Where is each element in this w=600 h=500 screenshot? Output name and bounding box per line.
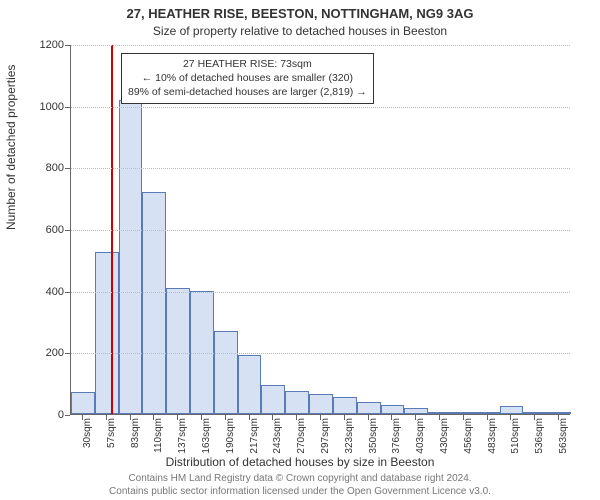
annotation-line: 89% of semi-detached houses are larger (… [128, 85, 367, 99]
x-tick-label: 83sqm [130, 418, 141, 458]
y-tick-mark [65, 45, 70, 46]
x-tick-label: 323sqm [344, 418, 355, 458]
x-tick-label: 350sqm [368, 418, 379, 458]
histogram-bar [333, 397, 357, 414]
histogram-bar [142, 192, 166, 414]
x-tick-label: 270sqm [296, 418, 307, 458]
histogram-bar [428, 412, 452, 414]
y-tick-mark [65, 353, 70, 354]
y-tick-label: 800 [34, 162, 64, 174]
y-tick-mark [65, 415, 70, 416]
histogram-bar [452, 412, 476, 414]
histogram-bar [214, 331, 238, 414]
x-tick-label: 137sqm [177, 418, 188, 458]
histogram-bar [547, 412, 571, 414]
histogram-bar [381, 405, 405, 414]
x-tick-label: 297sqm [320, 418, 331, 458]
y-tick-label: 1200 [34, 39, 64, 51]
x-tick-label: 456sqm [463, 418, 474, 458]
x-tick-label: 403sqm [415, 418, 426, 458]
plot-area: 27 HEATHER RISE: 73sqm← 10% of detached … [70, 45, 570, 415]
histogram-bar [476, 412, 500, 414]
histogram-bar [309, 394, 333, 414]
histogram-bar [357, 402, 381, 414]
footer-line-1: Contains HM Land Registry data © Crown c… [0, 473, 600, 484]
gridline [71, 353, 570, 354]
histogram-bar [523, 412, 547, 414]
x-tick-label: 110sqm [153, 418, 164, 458]
histogram-bar [285, 391, 309, 414]
chart-subtitle: Size of property relative to detached ho… [0, 24, 600, 38]
histogram-bar [95, 252, 119, 414]
histogram-bar [166, 288, 190, 414]
footer-line-2: Contains public sector information licen… [0, 486, 600, 497]
y-tick-mark [65, 292, 70, 293]
annotation-line: ← 10% of detached houses are smaller (32… [128, 71, 367, 85]
y-tick-label: 200 [34, 347, 64, 359]
annotation-box: 27 HEATHER RISE: 73sqm← 10% of detached … [121, 53, 374, 104]
histogram-bar [238, 355, 262, 414]
x-tick-label: 536sqm [534, 418, 545, 458]
gridline [71, 45, 570, 46]
chart-title: 27, HEATHER RISE, BEESTON, NOTTINGHAM, N… [0, 6, 600, 21]
y-tick-mark [65, 230, 70, 231]
y-tick-label: 400 [34, 286, 64, 298]
y-axis-label: Number of detached properties [4, 65, 18, 230]
y-tick-label: 600 [34, 224, 64, 236]
x-axis-label: Distribution of detached houses by size … [0, 455, 600, 469]
x-tick-label: 376sqm [391, 418, 402, 458]
histogram-bar [404, 408, 428, 414]
annotation-line: 27 HEATHER RISE: 73sqm [128, 57, 367, 71]
y-tick-label: 0 [34, 409, 64, 421]
x-tick-label: 217sqm [249, 418, 260, 458]
x-tick-label: 243sqm [272, 418, 283, 458]
histogram-bar [71, 392, 95, 414]
y-tick-label: 1000 [34, 101, 64, 113]
x-tick-label: 163sqm [201, 418, 212, 458]
y-tick-mark [65, 168, 70, 169]
gridline [71, 107, 570, 108]
histogram-bar [119, 100, 143, 415]
y-tick-mark [65, 107, 70, 108]
histogram-bar [261, 385, 285, 414]
x-tick-label: 430sqm [439, 418, 450, 458]
x-tick-label: 483sqm [487, 418, 498, 458]
x-tick-label: 510sqm [510, 418, 521, 458]
histogram-bar [500, 406, 524, 414]
gridline [71, 230, 570, 231]
x-tick-label: 190sqm [225, 418, 236, 458]
gridline [71, 292, 570, 293]
gridline [71, 168, 570, 169]
histogram-bar [190, 291, 214, 414]
x-tick-label: 563sqm [558, 418, 569, 458]
x-tick-label: 30sqm [82, 418, 93, 458]
x-tick-label: 57sqm [106, 418, 117, 458]
chart-container: 27, HEATHER RISE, BEESTON, NOTTINGHAM, N… [0, 0, 600, 500]
